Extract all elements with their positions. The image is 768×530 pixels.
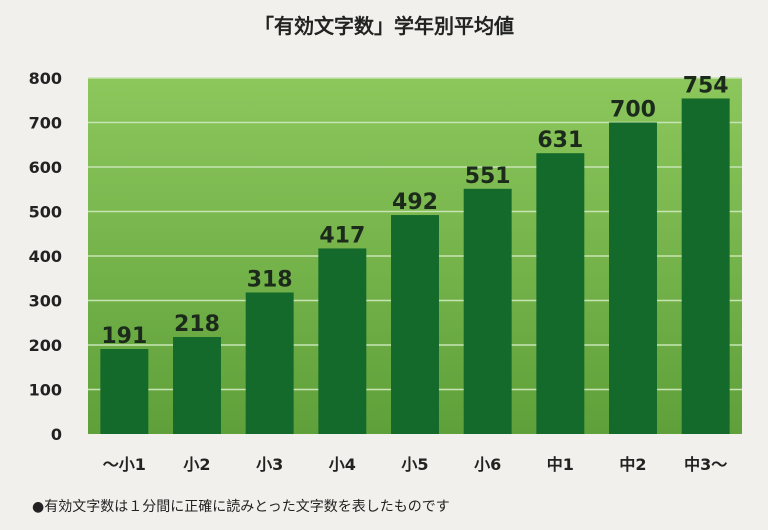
bar [681,98,730,434]
data-label: 417 [319,223,365,248]
x-tick-label: 小6 [474,455,501,474]
bar [173,336,221,434]
x-tick-label: 小3 [256,455,283,474]
data-label: 631 [537,128,583,153]
bar-chart: 0 100 200 300 400 500 600 700 800 191 218 318 417 49… [29,69,742,474]
bar [391,215,439,434]
data-label: 218 [174,312,220,337]
bar [318,248,367,434]
y-tick-label: 700 [29,114,62,133]
x-tick-label: 中1 [547,455,574,474]
data-label: 492 [392,190,438,215]
y-axis-ticks: 0 100 200 300 400 500 600 700 800 [29,69,62,444]
y-tick-label: 500 [29,203,62,222]
y-tick-label: 400 [29,247,62,266]
x-tick-label: ～小1 [103,455,146,474]
y-tick-label: 600 [29,158,62,177]
bar [100,349,149,434]
x-axis-ticks: ～小1 小2 小3 小4 小5 小6 中1 中2 中3～ [103,455,727,474]
y-tick-label: 200 [29,336,62,355]
chart-title: 「有効文字数」学年別平均値 [254,14,514,38]
y-tick-label: 100 [29,381,62,400]
bar [245,292,294,434]
data-label: 754 [683,73,729,98]
bars [100,98,730,434]
y-tick-label: 300 [29,292,62,311]
data-label: 551 [465,164,511,189]
x-tick-label: 中2 [619,455,646,474]
bar [609,122,657,434]
x-tick-label: 小4 [329,455,356,474]
y-tick-label: 0 [51,425,62,444]
data-label: 191 [101,324,147,349]
x-tick-label: 小5 [401,455,428,474]
bar [463,188,512,434]
x-tick-label: 中3～ [684,455,727,474]
data-labels: 191 218 318 417 492 551 631 700 754 [101,73,728,349]
bar [536,153,585,434]
y-tick-label: 800 [29,69,62,88]
data-label: 318 [247,267,293,292]
footnote: ●有効文字数は１分間に正確に読みとった文字数を表したものです [32,499,450,515]
data-label: 700 [610,98,656,123]
x-tick-label: 小2 [183,455,210,474]
